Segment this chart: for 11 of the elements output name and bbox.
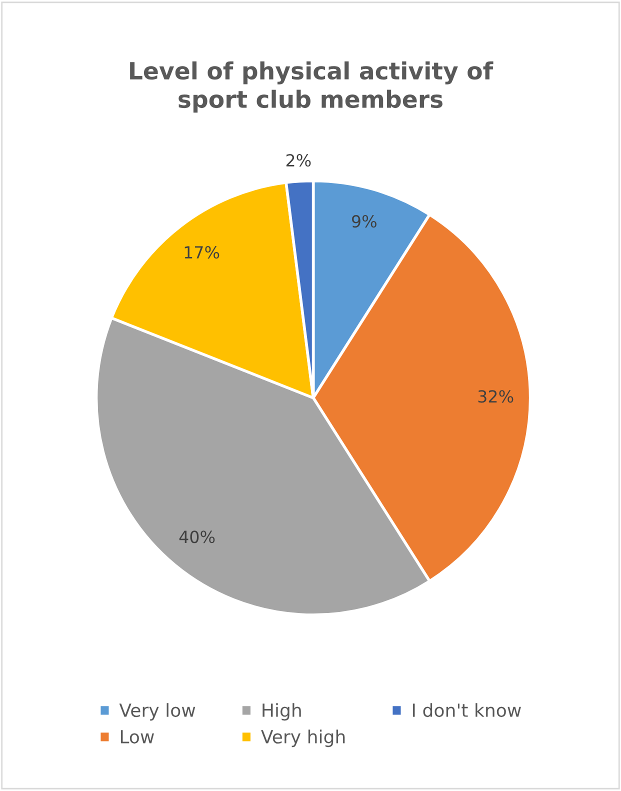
- legend-label: I don't know: [412, 703, 521, 718]
- legend-label: High: [262, 703, 301, 721]
- data-label: 17%: [184, 246, 220, 259]
- data-label: 40%: [179, 530, 215, 544]
- data-label: 32%: [478, 390, 514, 403]
- legend-label: Very low: [119, 703, 196, 721]
- data-label: 2%: [286, 154, 311, 167]
- legend-label: Very high: [261, 730, 345, 748]
- data-label: 9%: [352, 215, 376, 228]
- legend-label: Low: [120, 730, 154, 744]
- chart-title: Level of physical activity of sport club members: [130, 61, 494, 113]
